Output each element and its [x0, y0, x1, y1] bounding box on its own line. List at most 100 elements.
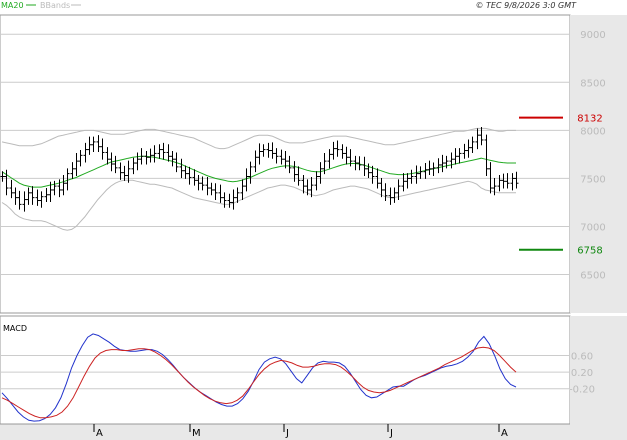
macd-tick-label-1: 0.20	[571, 368, 593, 379]
ohlc-bar	[453, 148, 458, 165]
support-level-label: 6758	[577, 246, 602, 257]
ohlc-bar	[309, 176, 314, 198]
price-axis-ticks: 9000 8500 8000 7500 7000 6500	[580, 30, 605, 281]
ohlc-bar	[13, 187, 18, 205]
price-levels: 8132 6758	[519, 114, 603, 257]
ohlc-bar	[144, 151, 149, 165]
ohlc-bar	[296, 166, 301, 186]
ohlc-bar	[457, 148, 462, 164]
time-tick-label-2: J	[285, 428, 289, 439]
legend-bbands: BBands	[40, 1, 70, 10]
macd-tick-label-2: -0.20	[569, 385, 595, 396]
ohlc-bar	[505, 173, 510, 189]
ohlc-bar	[131, 157, 136, 175]
ohlc-bar	[488, 162, 493, 194]
macd-series-signal	[1, 346, 517, 419]
ohlc-bar	[170, 151, 175, 167]
ma20-line	[1, 155, 516, 188]
ohlc-bar	[4, 169, 9, 196]
ohlc-bar	[209, 182, 214, 196]
ohlc-bar	[462, 143, 467, 159]
ohlc-bar	[261, 144, 266, 157]
ohlc-bar	[61, 175, 66, 196]
macd-series-macd	[1, 333, 517, 422]
ohlc-bar	[218, 184, 223, 203]
resistance-level-label: 8132	[577, 114, 602, 125]
ohlc-bar	[292, 161, 297, 182]
price-grid	[0, 33, 570, 276]
ohlc-bar	[174, 152, 179, 173]
price-tick-label-3: 7500	[580, 174, 605, 185]
ohlc-bar	[26, 187, 31, 205]
ohlc-bar	[196, 175, 201, 191]
ohlc-bar	[91, 136, 96, 152]
ohlc-bar	[57, 179, 62, 198]
price-axis-panel	[570, 15, 627, 313]
macd-lines	[1, 333, 517, 422]
price-tick-label-1: 8500	[580, 78, 605, 89]
ohlc-bar	[74, 152, 79, 177]
ohlc-bar	[113, 155, 118, 174]
macd-axis-panel	[570, 316, 627, 424]
ohlc-bar	[449, 152, 454, 169]
ohlc-bar	[514, 171, 519, 189]
ohlc-bar	[418, 166, 423, 179]
price-bars	[0, 126, 519, 212]
ohlc-bar	[17, 190, 22, 210]
macd-tick-label-0: 0.60	[571, 351, 593, 362]
ohlc-bar	[35, 189, 40, 206]
time-tick-label-4: A	[501, 428, 508, 439]
ohlc-bar	[444, 155, 449, 169]
ohlc-bar	[65, 168, 70, 191]
ohlc-bar	[253, 150, 258, 173]
ohlc-bar	[96, 135, 101, 152]
time-tick-label-3: J	[389, 428, 393, 439]
macd-axis-ticks: 0.60 0.20 -0.20	[569, 351, 595, 395]
price-tick-label-2: 8000	[580, 126, 605, 137]
price-tick-label-5: 6500	[580, 271, 605, 282]
ohlc-bar	[353, 155, 358, 171]
ohlc-bar	[405, 173, 410, 189]
ohlc-bar	[392, 187, 397, 203]
ohlc-bar	[179, 158, 184, 178]
ohlc-bar	[100, 138, 105, 160]
ohlc-bar	[30, 186, 35, 205]
ohlc-bar	[118, 162, 123, 180]
ohlc-bar	[44, 188, 49, 202]
ma20-path	[1, 155, 516, 188]
ohlc-bar	[70, 162, 75, 179]
ohlc-bar	[283, 151, 288, 169]
ohlc-bar	[122, 165, 127, 181]
ohlc-bar	[440, 154, 445, 173]
ohlc-bar	[78, 150, 83, 167]
ohlc-bar	[344, 146, 349, 165]
ohlc-bar	[270, 142, 275, 159]
ohlc-bar	[431, 162, 436, 177]
ohlc-bar	[383, 183, 388, 202]
ohlc-bar	[379, 177, 384, 198]
legend-ma20: MA20	[1, 1, 24, 10]
ohlc-bar	[87, 136, 92, 155]
ohlc-bar	[157, 144, 162, 159]
ohlc-bar	[148, 148, 153, 163]
price-tick-label-4: 7000	[580, 222, 605, 233]
time-axis-panel	[0, 424, 627, 440]
ohlc-bar	[266, 142, 271, 158]
ohlc-bar	[205, 176, 210, 196]
ohlc-bar	[357, 156, 362, 171]
ohlc-bar	[396, 179, 401, 201]
macd-panel-frame	[0, 315, 571, 425]
macd-title: MACD	[3, 324, 27, 333]
time-tick-label-1: M	[192, 428, 201, 439]
ohlc-bar	[0, 171, 5, 182]
ohlc-bar	[166, 144, 171, 162]
copyright-text: © TEC 9/8/2026 3:0 GMT	[476, 1, 578, 10]
ohlc-bar	[484, 134, 489, 177]
ohlc-bar	[192, 169, 197, 186]
bband-upper	[1, 127, 516, 150]
ohlc-bar	[235, 187, 240, 203]
ohlc-bar	[39, 191, 44, 208]
ohlc-bar	[9, 179, 14, 199]
ohlc-bar	[479, 126, 484, 146]
